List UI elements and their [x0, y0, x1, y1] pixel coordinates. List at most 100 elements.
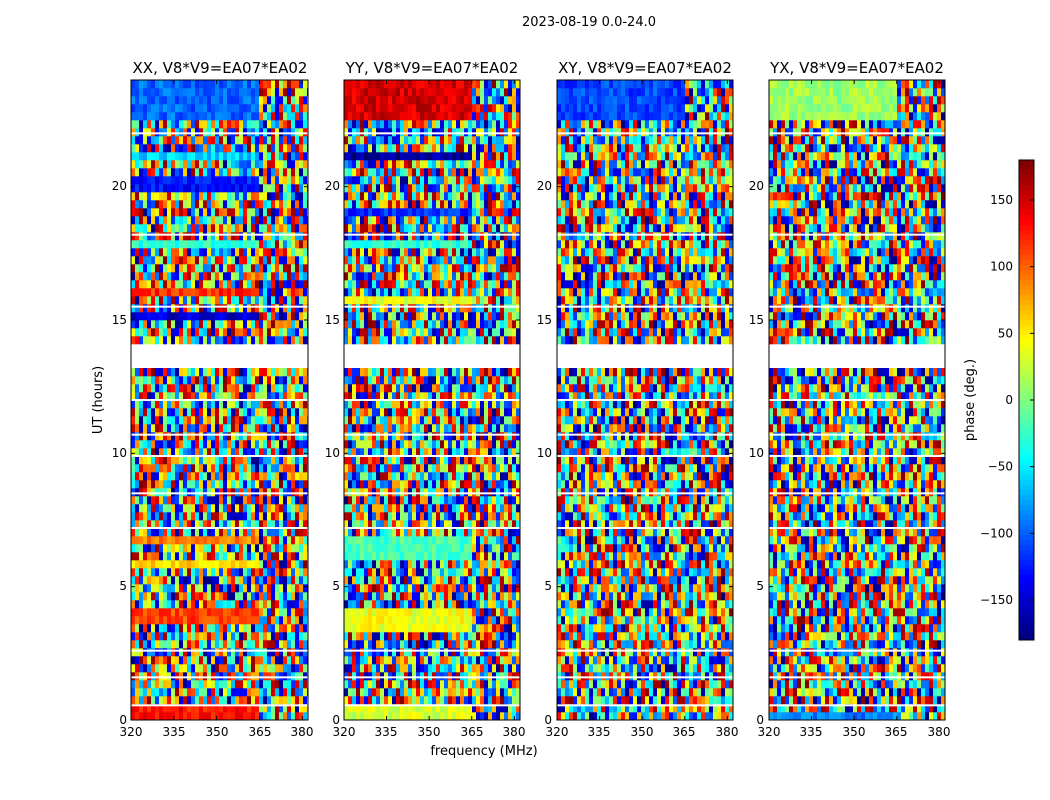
colorbar-step: [1019, 365, 1034, 371]
colorbar-tick-label: 50: [998, 326, 1013, 340]
flagged-row: [769, 132, 945, 135]
colorbar-step: [1019, 540, 1034, 546]
panel-title-xy: XY, V8*V9=EA07*EA02: [558, 59, 732, 77]
x-tick-label-xx-380: 380: [291, 725, 314, 739]
flagged-row: [344, 433, 520, 436]
x-tick-label-xx-335: 335: [163, 725, 186, 739]
colorbar-step: [1019, 485, 1034, 491]
colorbar-step: [1019, 190, 1034, 196]
flagged-row: [131, 233, 308, 236]
colorbar-step: [1019, 415, 1034, 421]
x-tick-label-yx-365: 365: [885, 725, 908, 739]
flagged-row: [557, 305, 733, 308]
x-tick-label-xy-350: 350: [631, 725, 654, 739]
colorbar-step: [1019, 595, 1034, 601]
y-tick-label-xy-20: 20: [537, 179, 552, 193]
x-tick-label-yy-350: 350: [418, 725, 441, 739]
colorbar-step: [1019, 480, 1034, 486]
colorbar-step: [1019, 205, 1034, 211]
colorbar-step: [1019, 425, 1034, 431]
colorbar-step: [1019, 605, 1034, 611]
colorbar-step: [1019, 560, 1034, 566]
colorbar-step: [1019, 375, 1034, 381]
flagged-row: [344, 399, 520, 401]
y-tick-label-yy-5: 5: [332, 579, 340, 593]
y-tick-label-yy-15: 15: [325, 313, 340, 327]
colorbar-tick-label: −50: [988, 460, 1013, 474]
colorbar-step: [1019, 185, 1034, 191]
colorbar-step: [1019, 455, 1034, 461]
colorbar: 150 100 50 0 −50 −100 −150 phase (deg.): [963, 159, 1035, 641]
colorbar-step: [1019, 320, 1034, 326]
colorbar-step: [1019, 405, 1034, 411]
x-tick-label-xy-320: 320: [546, 725, 569, 739]
flagged-row: [131, 305, 308, 308]
flagged-row: [557, 233, 733, 236]
colorbar-step: [1019, 270, 1034, 276]
colorbar-step: [1019, 330, 1034, 336]
flagged-row: [769, 527, 945, 529]
colorbar-step: [1019, 355, 1034, 361]
colorbar-step: [1019, 410, 1034, 416]
colorbar-step: [1019, 215, 1034, 221]
colorbar-step: [1019, 315, 1034, 321]
colorbar-step: [1019, 385, 1034, 391]
flagged-row: [131, 433, 308, 436]
flagged-row: [557, 132, 733, 135]
panel-xx-plot: [130, 79, 309, 721]
y-tick-label-xx-5: 5: [119, 579, 127, 593]
colorbar-step: [1019, 230, 1034, 236]
colorbar-step: [1019, 635, 1034, 641]
y-tick-label-xy-5: 5: [544, 579, 552, 593]
plot-frame: [130, 79, 309, 721]
y-tick-label-xy-0: 0: [544, 713, 552, 727]
x-tick-label-xx-320: 320: [120, 725, 143, 739]
flagged-row: [131, 455, 308, 457]
colorbar-step: [1019, 530, 1034, 536]
flagged-row: [131, 132, 308, 135]
y-tick-label-xx-15: 15: [112, 313, 127, 327]
colorbar-step: [1019, 570, 1034, 576]
colorbar-step: [1019, 475, 1034, 481]
colorbar-step: [1019, 200, 1034, 206]
flagged-row: [131, 649, 308, 652]
x-tick-label-xx-350: 350: [206, 725, 229, 739]
colorbar-step: [1019, 245, 1034, 251]
colorbar-step: [1019, 495, 1034, 501]
y-tick-label-xx-0: 0: [119, 713, 127, 727]
panel-xy: XY, V8*V9=EA07*EA02 0 5 10 15 20 320 335…: [537, 59, 739, 739]
flagged-row: [131, 527, 308, 529]
colorbar-step: [1019, 290, 1034, 296]
flagged-row: [344, 305, 520, 308]
colorbar-step: [1019, 440, 1034, 446]
colorbar-step: [1019, 550, 1034, 556]
phase-heatmap-cells: [557, 80, 733, 721]
colorbar-gradient: [1018, 159, 1035, 641]
colorbar-step: [1019, 180, 1034, 186]
colorbar-step: [1019, 450, 1034, 456]
colorbar-step: [1019, 310, 1034, 316]
panel-xx: XX, V8*V9=EA07*EA02 0 5 10 15 20 320 335…: [112, 59, 314, 739]
flagged-row: [557, 455, 733, 457]
colorbar-step: [1019, 585, 1034, 591]
colorbar-step: [1019, 430, 1034, 436]
colorbar-step: [1019, 590, 1034, 596]
flagged-row: [769, 455, 945, 457]
colorbar-step: [1019, 615, 1034, 621]
panel-xy-plot: [556, 79, 734, 721]
panel-yx-plot: [768, 79, 946, 721]
panel-title-yx: YX, V8*V9=EA07*EA02: [769, 59, 944, 77]
y-tick-label-yy-0: 0: [332, 713, 340, 727]
colorbar-step: [1019, 535, 1034, 541]
colorbar-step: [1019, 220, 1034, 226]
flagged-row: [557, 676, 733, 679]
colorbar-step: [1019, 265, 1034, 271]
colorbar-step: [1019, 325, 1034, 331]
flagged-row: [344, 704, 520, 707]
colorbar-step: [1019, 305, 1034, 311]
x-tick-label-xy-365: 365: [673, 725, 696, 739]
x-tick-label-xy-335: 335: [588, 725, 611, 739]
y-tick-label-yx-0: 0: [756, 713, 764, 727]
flagged-row: [769, 649, 945, 652]
